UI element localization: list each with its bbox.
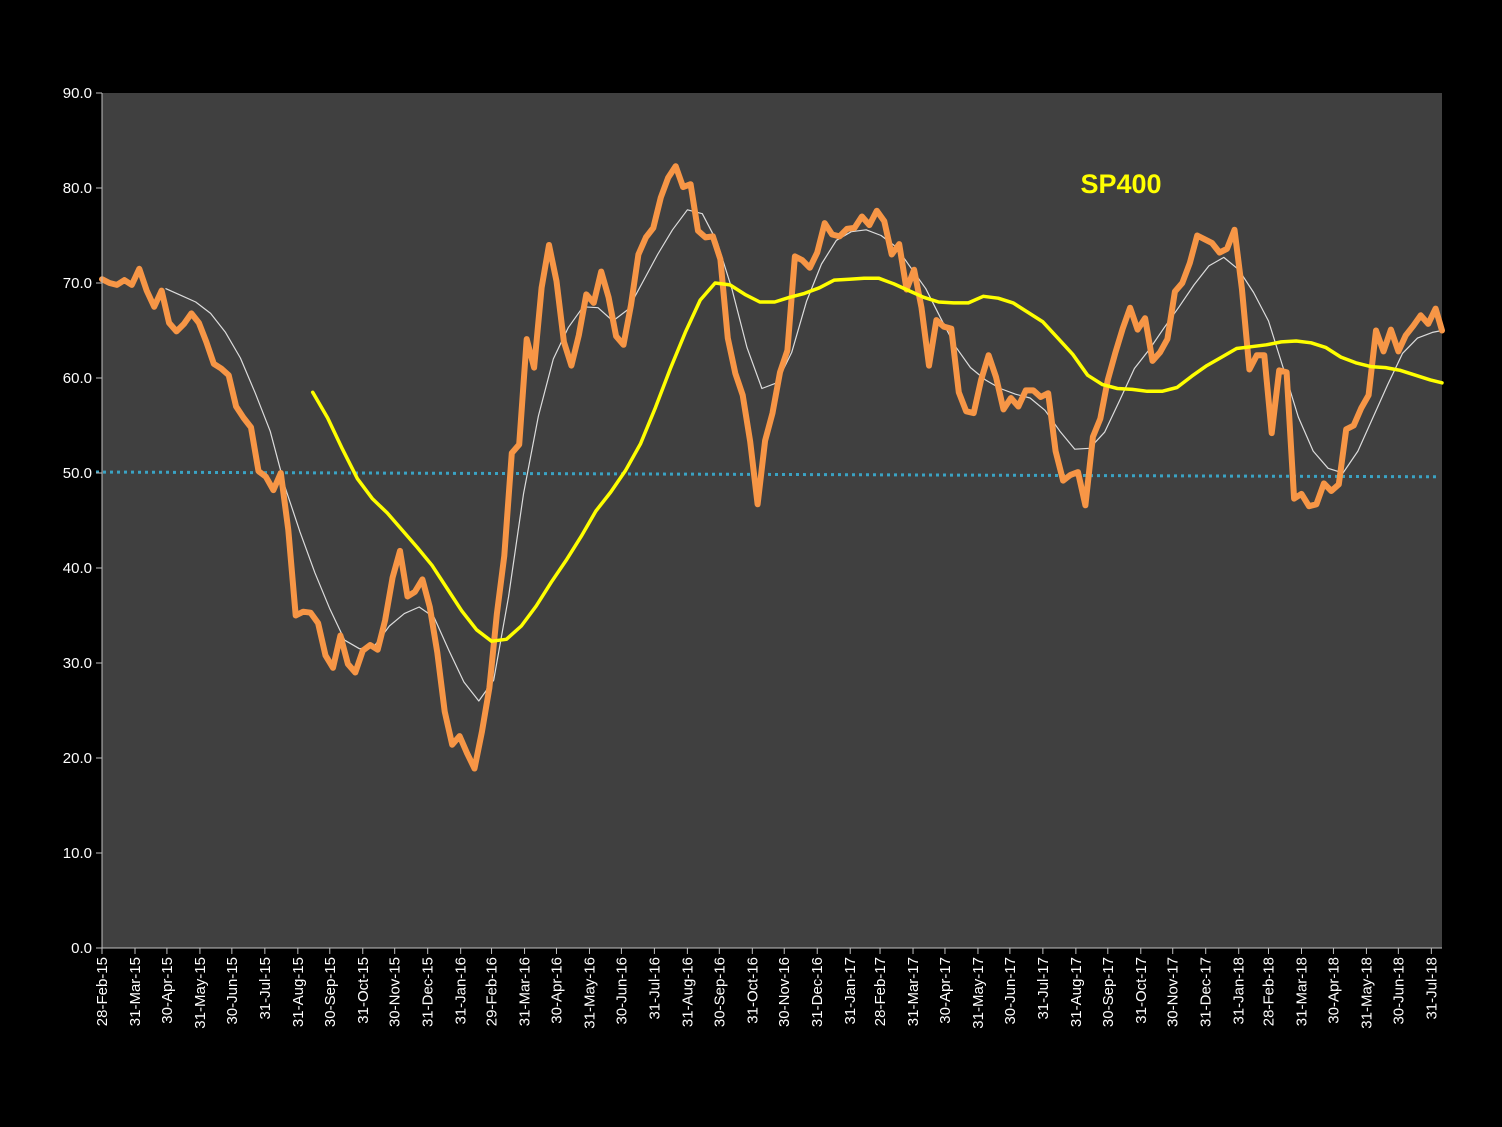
y-tick-label: 80.0 [63, 180, 92, 197]
x-tick-label: 31-May-15 [192, 957, 209, 1029]
x-tick-label: 31-Aug-16 [679, 957, 696, 1027]
y-tick-label: 50.0 [63, 465, 92, 482]
x-tick-label: 31-Jul-18 [1423, 957, 1440, 1020]
y-tick-label: 30.0 [63, 655, 92, 672]
x-tick-label: 31-Mar-18 [1294, 957, 1311, 1026]
x-tick-label: 31-May-16 [581, 957, 598, 1029]
x-tick-label: 30-Nov-15 [387, 957, 404, 1027]
x-tick-label: 30-Jun-18 [1390, 957, 1407, 1025]
y-tick-label: 20.0 [63, 750, 92, 767]
y-tick-label: 0.0 [71, 940, 92, 957]
series-layer [99, 163, 1445, 772]
x-tick-label: 30-Apr-17 [937, 957, 954, 1024]
x-tick-label: 28-Feb-17 [872, 957, 889, 1026]
x-tick-label: 28-Feb-18 [1261, 957, 1278, 1026]
x-tick-label: 31-Mar-17 [905, 957, 922, 1026]
x-axis: 28-Feb-15 31-Mar-15 30-Apr-15 31-May-15 30-J… [94, 948, 1440, 1029]
x-tick-label: 31-Jul-16 [646, 957, 663, 1020]
y-tick-label: 10.0 [63, 845, 92, 862]
x-tick-label: 31-Jul-15 [257, 957, 274, 1020]
y-tick-label: 60.0 [63, 370, 92, 387]
x-tick-label: 30-Sep-15 [322, 957, 339, 1027]
x-tick-label: 31-Oct-16 [744, 957, 761, 1024]
x-tick-label: 31-Aug-17 [1068, 957, 1085, 1027]
x-tick-label: 31-Dec-17 [1198, 957, 1215, 1027]
x-tick-label: 29-Feb-16 [484, 957, 501, 1026]
x-tick-label: 30-Jun-16 [613, 957, 630, 1025]
x-tick-label: 31-May-17 [970, 957, 987, 1029]
series-line-orange [99, 163, 1445, 772]
y-tick-label: 70.0 [63, 275, 92, 292]
x-tick-label: 31-Aug-15 [290, 957, 307, 1027]
x-tick-label: 31-Jan-17 [842, 957, 859, 1025]
x-tick-label: 31-Dec-16 [809, 957, 826, 1027]
x-tick-label: 30-Apr-18 [1325, 957, 1342, 1024]
x-tick-label: 31-Jan-16 [453, 957, 470, 1025]
x-tick-label: 30-Jun-17 [1002, 957, 1019, 1025]
x-tick-label: 30-Nov-16 [776, 957, 793, 1027]
x-tick-label: 31-Oct-17 [1133, 957, 1150, 1024]
y-axis: 0.0 10.0 20.0 30.0 40.0 50.0 60.0 70.0 80.0 90.0 [63, 85, 102, 957]
x-tick-label: 28-Feb-15 [94, 957, 111, 1026]
x-tick-label: 30-Jun-15 [224, 957, 241, 1025]
x-tick-label: 31-May-18 [1358, 957, 1375, 1029]
x-tick-label: 30-Sep-16 [711, 957, 728, 1027]
x-tick-label: 30-Nov-17 [1165, 957, 1182, 1027]
y-tick-label: 40.0 [63, 560, 92, 577]
y-tick-label: 90.0 [63, 85, 92, 102]
x-tick-label: 31-Jul-17 [1035, 957, 1052, 1020]
chart-annotation: SP400 [1080, 169, 1161, 199]
series-line-yellow [310, 276, 1444, 643]
x-tick-label: 31-Jan-18 [1231, 957, 1248, 1025]
x-tick-label: 31-Mar-15 [127, 957, 144, 1026]
plot-area [102, 93, 1442, 948]
x-tick-label: 30-Apr-15 [159, 957, 176, 1024]
x-tick-label: 31-Mar-16 [517, 957, 534, 1026]
x-tick-label: 31-Dec-15 [420, 957, 437, 1027]
x-tick-label: 30-Apr-16 [548, 957, 565, 1024]
x-tick-label: 31-Oct-15 [355, 957, 372, 1024]
x-tick-label: 30-Sep-17 [1100, 957, 1117, 1027]
